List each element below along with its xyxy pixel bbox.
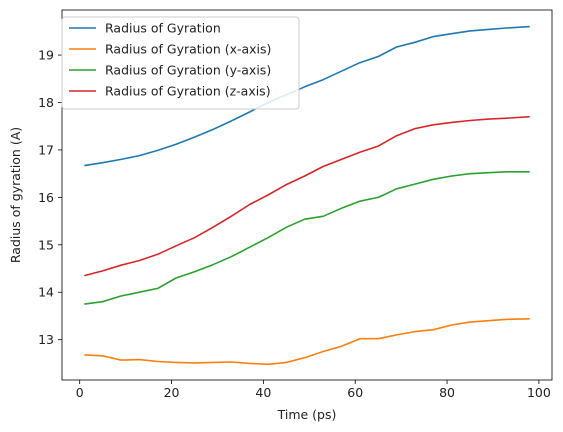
plot-lines — [84, 25, 530, 366]
legend-label: Radius of Gyration — [105, 21, 221, 36]
plot-frame — [61, 9, 553, 381]
legend-label: Radius of Gyration (y-axis) — [105, 63, 271, 78]
series-line-4 — [84, 115, 530, 277]
y-axis-label: Radius of gyration (A) — [8, 127, 23, 263]
y-tick-label: 15 — [38, 237, 54, 252]
y-tick-label: 18 — [38, 95, 54, 110]
x-axis-ticks: 0 20 40 60 80 100 — [76, 380, 551, 400]
x-tick-label: 20 — [164, 385, 180, 400]
legend-box — [61, 16, 300, 110]
y-tick-label: 19 — [38, 48, 54, 63]
legend-label: Radius of Gyration (z-axis) — [105, 84, 271, 99]
legend: Radius of Gyration Radius of Gyration (x-… — [61, 16, 300, 110]
y-tick-label: 13 — [38, 332, 54, 347]
series-line-1 — [84, 25, 530, 167]
y-tick-label: 16 — [38, 190, 54, 205]
x-tick-label: 80 — [439, 385, 455, 400]
x-tick-label: 0 — [76, 385, 84, 400]
series-line-3 — [84, 171, 530, 305]
x-axis-label: Time (ps) — [277, 407, 337, 422]
series-line-2 — [84, 318, 530, 366]
x-tick-label: 40 — [255, 385, 271, 400]
y-tick-label: 14 — [38, 285, 54, 300]
x-tick-label: 100 — [527, 385, 551, 400]
legend-label: Radius of Gyration (x-axis) — [105, 42, 271, 57]
y-axis-ticks: 13 14 15 16 17 18 19 — [38, 48, 62, 347]
y-tick-label: 17 — [38, 142, 54, 157]
x-tick-label: 60 — [347, 385, 363, 400]
